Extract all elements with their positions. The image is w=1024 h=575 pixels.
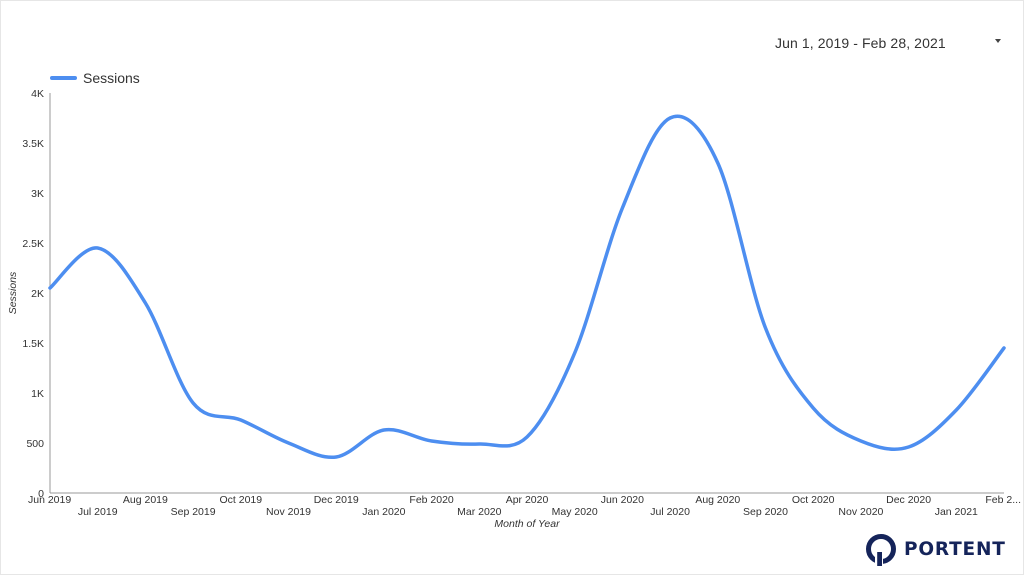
x-tick-label: Aug 2019 [123,494,168,506]
data-point[interactable] [666,114,674,122]
y-tick-label: 0 [38,488,44,500]
x-axis-title: Month of Year [494,518,560,530]
series-points [46,114,1008,461]
x-tick-label: Mar 2020 [457,506,502,518]
data-point[interactable] [571,349,579,357]
legend-label: Sessions [83,70,140,86]
x-tick-label: Oct 2020 [792,494,835,506]
x-tick-label: Jun 2019 [28,494,71,506]
y-tick-label: 3K [31,188,44,200]
data-point[interactable] [905,443,913,451]
data-point[interactable] [332,453,340,461]
portent-logo-mark-icon [866,534,896,566]
y-tick-label: 1.5K [22,338,44,350]
data-point[interactable] [46,284,54,292]
x-tick-label: Aug 2020 [695,494,740,506]
x-tick-label: Jan 2020 [362,506,405,518]
chart-legend: Sessions [50,69,140,87]
x-tick-label: Dec 2019 [314,494,359,506]
y-tick-label: 2.5K [22,238,44,250]
data-point[interactable] [428,437,436,445]
y-tick-label: 4K [31,88,44,100]
y-tick-label: 2K [31,288,44,300]
data-point[interactable] [762,324,770,332]
data-point[interactable] [380,426,388,434]
date-range-label: Jun 1, 2019 - Feb 28, 2021 [775,35,946,51]
y-axis-title: Sessions [7,271,19,314]
data-point[interactable] [475,440,483,448]
y-tick-label: 1K [31,388,44,400]
logo-wordmark: PORTENT [904,538,1006,560]
dropdown-caret-icon [995,39,1001,43]
series-line-sessions [48,114,1006,460]
data-point[interactable] [952,406,960,414]
data-point[interactable] [141,299,149,307]
x-tick-label: Sep 2019 [171,506,216,518]
data-point[interactable] [809,404,817,412]
data-point[interactable] [285,439,293,447]
data-point[interactable] [857,437,865,445]
data-point[interactable] [94,244,102,252]
y-tick-label: 500 [26,438,44,450]
date-range-picker[interactable]: Jun 1, 2019 - Feb 28, 2021 [775,33,1005,53]
y-tick-label: 3.5K [22,138,44,150]
data-point[interactable] [1000,344,1008,352]
legend-swatch [50,76,77,80]
data-point[interactable] [618,204,626,212]
portent-logo: PORTENT [864,531,1024,567]
x-tick-label: Jun 2020 [601,494,644,506]
x-tick-label: Apr 2020 [506,494,549,506]
x-tick-label: Jan 2021 [935,506,978,518]
x-tick-label: Oct 2019 [219,494,262,506]
x-tick-label: Jul 2020 [650,506,690,518]
x-tick-label: Dec 2020 [886,494,931,506]
data-point[interactable] [189,399,197,407]
x-tick-label: May 2020 [552,506,598,518]
data-point[interactable] [523,433,531,441]
x-tick-label: Jul 2019 [78,506,118,518]
x-tick-label: Feb 2... [985,494,1021,506]
x-tick-label: Feb 2020 [409,494,454,506]
x-tick-label: Sep 2020 [743,506,788,518]
x-tick-label: Nov 2019 [266,506,311,518]
y-tick-labels: 0 500 1K 1.5K 2K 2.5K 3K 3.5K 4K [22,88,44,500]
data-point[interactable] [237,416,245,424]
data-point[interactable] [714,159,722,167]
x-tick-label: Nov 2020 [838,506,883,518]
